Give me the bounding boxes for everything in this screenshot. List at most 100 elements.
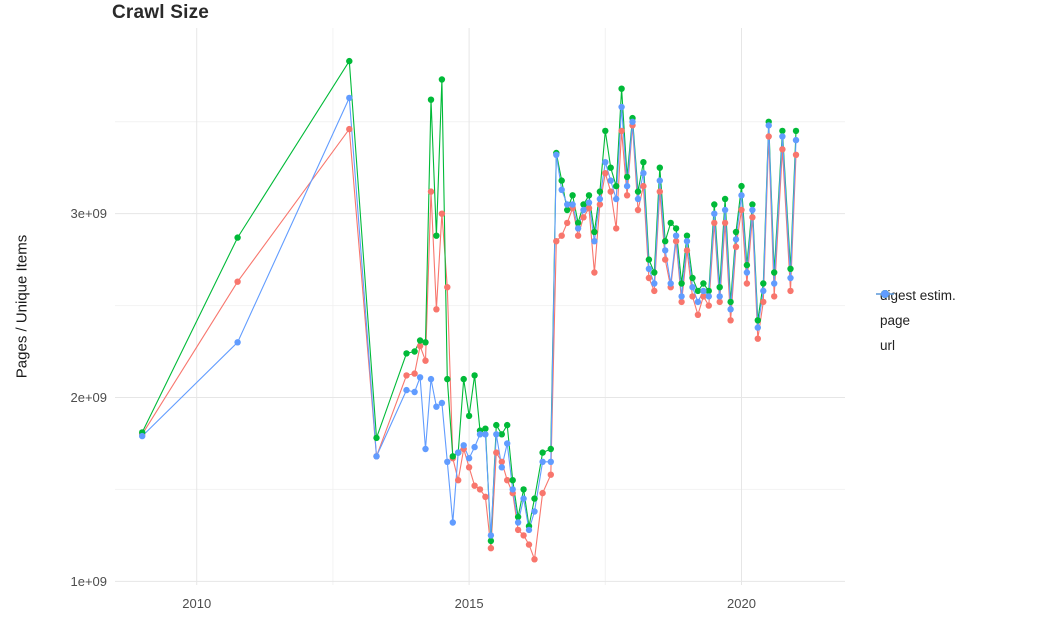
data-point-page — [520, 486, 527, 493]
data-point-url — [493, 431, 500, 438]
data-point-url — [476, 431, 484, 438]
data-point-digest-estim — [482, 493, 489, 500]
data-point-digest-estim — [476, 486, 484, 493]
data-point-digest-estim — [591, 269, 598, 276]
data-point-digest-estim — [623, 192, 631, 199]
data-point-url — [711, 210, 718, 217]
data-point-digest-estim — [346, 125, 353, 133]
data-point-page — [558, 177, 565, 184]
data-point-page — [234, 234, 241, 241]
data-point-digest-estim — [444, 284, 451, 291]
data-point-page — [422, 339, 429, 346]
data-point-url — [700, 287, 707, 295]
data-point-page — [779, 127, 786, 135]
data-point-page — [539, 449, 546, 456]
data-point-url — [569, 201, 576, 208]
data-point-url — [525, 526, 533, 534]
data-point-digest-estim — [438, 210, 446, 217]
data-point-digest-estim — [520, 532, 527, 539]
data-point-page — [346, 57, 353, 65]
data-point-page — [580, 201, 587, 208]
data-point-url — [514, 519, 522, 526]
data-point-url — [662, 247, 669, 254]
data-point-page — [738, 182, 745, 190]
data-point-digest-estim — [711, 219, 718, 227]
data-point-digest-estim — [403, 372, 410, 379]
data-point-page — [373, 434, 380, 442]
data-point-page — [569, 192, 576, 199]
data-point-digest-estim — [564, 219, 571, 227]
data-point-page — [444, 375, 451, 383]
data-point-page — [683, 232, 691, 239]
data-point-url — [553, 151, 560, 158]
data-point-url — [760, 287, 767, 295]
data-point-page — [509, 477, 516, 484]
data-point-url — [705, 293, 712, 300]
data-point-digest-estim — [234, 278, 241, 285]
data-point-url — [694, 298, 702, 306]
legend-label-digest-estim: digest estim. — [880, 287, 956, 303]
data-point-url — [547, 458, 554, 465]
data-point-digest-estim — [493, 449, 500, 456]
data-point-url — [721, 206, 729, 214]
data-point-page — [547, 445, 554, 453]
data-point-page — [716, 284, 723, 291]
data-point-digest-estim — [427, 188, 435, 195]
data-point-url — [460, 442, 467, 449]
data-point-url — [539, 458, 546, 465]
data-point-digest-estim — [596, 201, 604, 208]
data-point-digest-estim — [738, 206, 745, 214]
data-point-url — [618, 103, 625, 111]
data-point-url — [465, 455, 473, 462]
data-point-url — [471, 443, 478, 451]
data-point-digest-estim — [471, 482, 478, 489]
data-point-url — [613, 195, 620, 203]
data-point-url — [449, 519, 456, 526]
data-point-digest-estim — [558, 232, 565, 239]
data-point-digest-estim — [705, 302, 712, 309]
data-point-page — [427, 96, 435, 103]
data-point-page — [705, 287, 712, 295]
data-point-page — [623, 173, 631, 181]
data-point-digest-estim — [732, 243, 740, 250]
y-tick-label: 1e+09 — [70, 574, 107, 589]
data-point-url — [498, 464, 505, 471]
data-point-page — [514, 513, 522, 521]
data-point-url — [623, 182, 631, 190]
data-point-url — [531, 508, 538, 515]
chart-title: Crawl Size — [112, 2, 210, 23]
data-point-page — [487, 537, 495, 545]
data-point-page — [416, 337, 424, 344]
data-point-digest-estim — [787, 287, 794, 295]
data-point-page — [754, 317, 761, 324]
data-point-url — [520, 495, 527, 502]
data-point-url — [667, 280, 674, 287]
data-point-page — [792, 127, 800, 135]
data-point-url — [651, 280, 658, 287]
data-point-digest-estim — [553, 238, 560, 245]
data-point-page — [564, 206, 571, 214]
data-point-digest-estim — [727, 317, 734, 324]
data-point-url — [591, 238, 598, 245]
data-point-url — [455, 449, 462, 456]
data-point-digest-estim — [547, 471, 554, 478]
data-point-url — [482, 431, 489, 438]
data-point-page — [531, 495, 538, 502]
data-point-digest-estim — [716, 298, 723, 306]
y-tick-label: 3e+09 — [70, 206, 107, 221]
data-point-digest-estim — [422, 357, 429, 364]
data-point-page — [449, 453, 456, 460]
data-point-digest-estim — [585, 205, 593, 212]
data-point-digest-estim — [498, 458, 505, 465]
data-point-digest-estim — [779, 146, 786, 153]
data-point-url — [558, 186, 565, 193]
data-point-page — [656, 164, 663, 171]
data-point-page — [700, 280, 707, 287]
data-point-page — [482, 425, 489, 432]
data-point-url — [433, 403, 440, 410]
data-point-digest-estim — [504, 477, 511, 484]
data-point-digest-estim — [749, 214, 756, 221]
data-point-page — [721, 195, 729, 203]
data-point-digest-estim — [465, 464, 473, 471]
